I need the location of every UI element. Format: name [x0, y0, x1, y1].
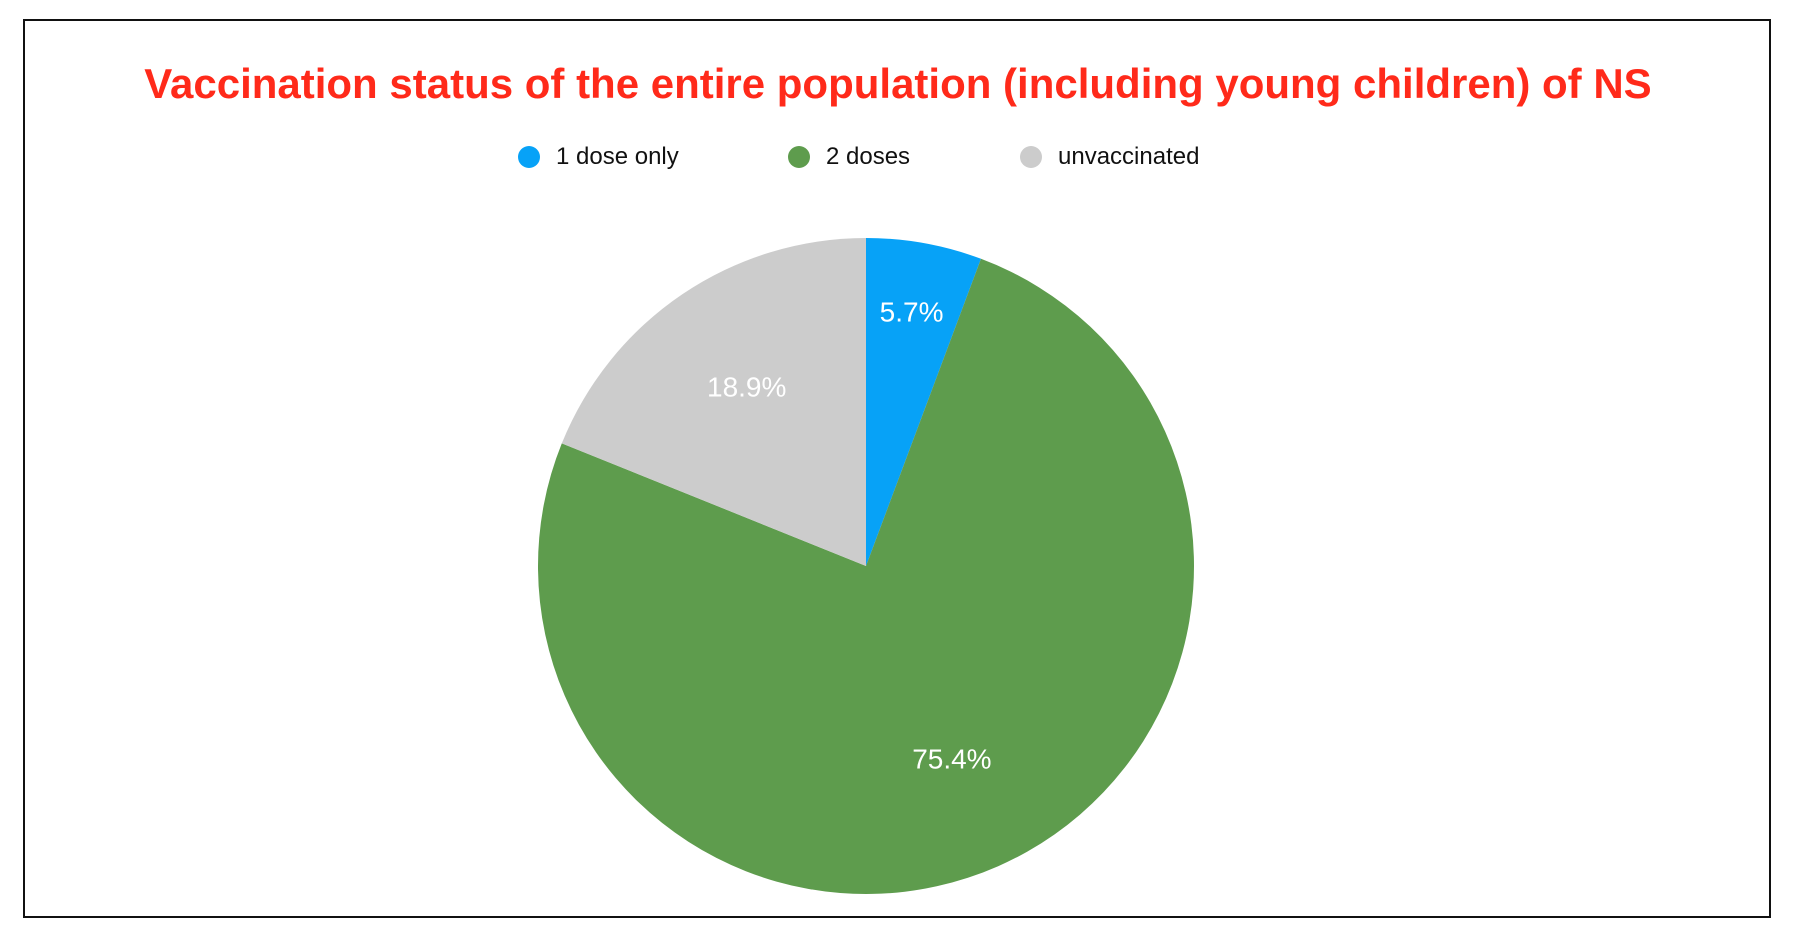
pie-slice-label-1-dose-only: 5.7%	[880, 297, 944, 328]
legend-swatch-2-doses	[788, 146, 810, 168]
legend-item-1-dose-only[interactable]: 1 dose only	[518, 140, 679, 174]
pie-slice-label-2-doses: 75.4%	[912, 744, 991, 775]
legend-swatch-unvaccinated	[1020, 146, 1042, 168]
legend-label-2-doses: 2 doses	[826, 143, 911, 170]
legend-item-2-doses[interactable]: 2 doses	[788, 140, 910, 174]
legend-label-unvaccinated: unvaccinated	[1058, 143, 1200, 170]
pie-slice-unvaccinated[interactable]	[561, 238, 866, 566]
pie-slice-2-doses[interactable]	[538, 258, 1194, 894]
legend-item-unvaccinated[interactable]: unvaccinated	[1020, 140, 1199, 174]
chart-title: Vaccination status of the entire populat…	[144, 60, 1652, 107]
legend-swatch-1-dose-only	[518, 146, 540, 168]
legend-label-1-dose-only: 1 dose only	[556, 143, 679, 170]
pie-slice-1-dose-only[interactable]	[866, 238, 981, 566]
pie-slice-label-unvaccinated: 18.9%	[707, 372, 786, 403]
chart-legend: 1 dose only 2 doses unvaccinated	[0, 140, 1796, 174]
